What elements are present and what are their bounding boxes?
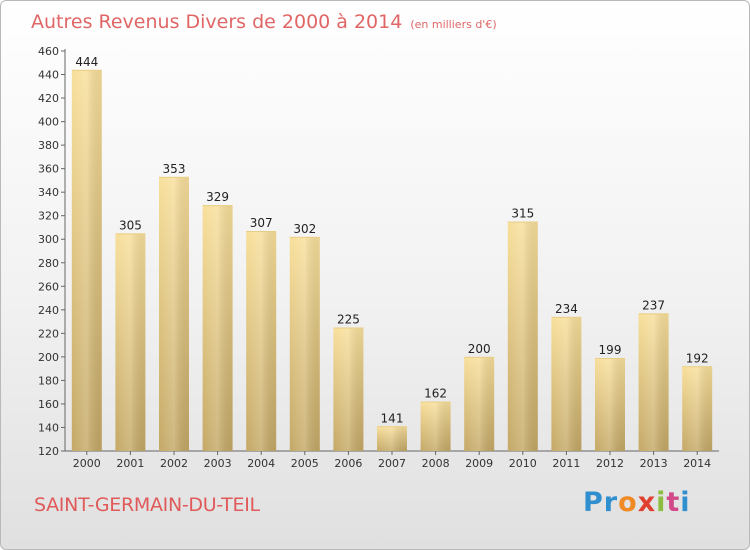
bar-highlight (420, 401, 451, 451)
x-tick-label: 2011 (552, 457, 580, 470)
logo-letter: r (603, 487, 619, 518)
bar-highlight (246, 231, 277, 451)
x-tick-label: 2005 (291, 457, 319, 470)
data-label: 307 (250, 216, 273, 230)
logo-letter: x (637, 487, 657, 518)
y-tick-label: 420 (38, 92, 59, 105)
logo-letter: P (583, 487, 604, 518)
x-tick-label: 2003 (204, 457, 232, 470)
data-label: 192 (686, 351, 709, 365)
data-label: 237 (642, 298, 665, 312)
bar-highlight (115, 233, 146, 451)
data-label: 302 (293, 222, 316, 236)
y-tick-label: 440 (38, 69, 59, 82)
data-label: 329 (206, 190, 229, 204)
bar-highlight (71, 69, 102, 451)
logo-letter: i (656, 487, 667, 518)
bar-highlight (333, 327, 364, 451)
x-tick-label: 2008 (422, 457, 450, 470)
x-tick-label: 2013 (640, 457, 668, 470)
data-label: 225 (337, 312, 360, 326)
x-tick-label: 2006 (334, 457, 362, 470)
y-tick-label: 180 (38, 374, 59, 387)
y-tick-label: 260 (38, 280, 59, 293)
y-tick-label: 380 (38, 139, 59, 152)
chart-subtitle: (en milliers d'€) (410, 18, 496, 31)
axes: 120 140 160 180 200 220 240 260 280 300 320 340 360 3… (38, 45, 719, 470)
data-label: 315 (511, 207, 534, 221)
bar-highlight (159, 176, 189, 451)
y-tick-label: 120 (38, 445, 59, 458)
bar-highlight (682, 366, 713, 451)
bar-highlight (202, 205, 233, 451)
bar-highlight (377, 426, 407, 451)
x-tick-label: 2000 (73, 457, 101, 470)
x-tick-label: 2012 (596, 457, 624, 470)
x-tick-label: 2004 (247, 457, 275, 470)
logo-letter: o (618, 487, 638, 518)
y-tick-label: 340 (38, 186, 59, 199)
bar-highlight (638, 313, 669, 451)
chart-title: Autres Revenus Divers de 2000 à 2014 (31, 11, 402, 33)
y-tick-label: 200 (38, 351, 59, 364)
place-name: SAINT-GERMAIN-DU-TEIL (34, 494, 260, 516)
y-tick-label: 220 (38, 327, 59, 340)
bar-highlight (595, 358, 625, 451)
data-label: 353 (163, 162, 186, 176)
data-label: 305 (119, 218, 142, 232)
x-tick-label: 2002 (160, 457, 188, 470)
y-tick-label: 400 (38, 116, 59, 129)
logo-letter: i (680, 487, 691, 518)
bars (71, 69, 713, 451)
data-label: 162 (424, 387, 447, 401)
data-label: 444 (75, 55, 98, 69)
data-label: 234 (555, 302, 578, 316)
y-tick-label: 320 (38, 210, 59, 223)
x-tick-label: 2010 (509, 457, 537, 470)
x-tick-label: 2014 (683, 457, 711, 470)
y-tick-label: 240 (38, 304, 59, 317)
data-label: 199 (599, 343, 622, 357)
logo-letter: t (666, 487, 681, 518)
y-tick-label: 140 (38, 421, 59, 434)
y-tick-label: 460 (38, 45, 59, 58)
x-tick-label: 2001 (116, 457, 144, 470)
data-label: 200 (468, 342, 491, 356)
y-tick-label: 300 (38, 233, 59, 246)
x-tick-label: 2007 (378, 457, 406, 470)
y-tick-label: 160 (38, 398, 59, 411)
bar-highlight (551, 316, 582, 451)
data-label: 141 (381, 411, 404, 425)
x-tick-label: 2009 (465, 457, 493, 470)
y-tick-label: 280 (38, 257, 59, 270)
bar-highlight (507, 221, 538, 451)
value-labels: 444 305 353 329 307 302 225 141 162 200 315 234 199 2… (75, 55, 708, 425)
bar-highlight (464, 356, 495, 451)
proxiti-logo[interactable]: Proxiti (583, 487, 691, 518)
bar-highlight (289, 236, 320, 451)
y-tick-label: 360 (38, 163, 59, 176)
